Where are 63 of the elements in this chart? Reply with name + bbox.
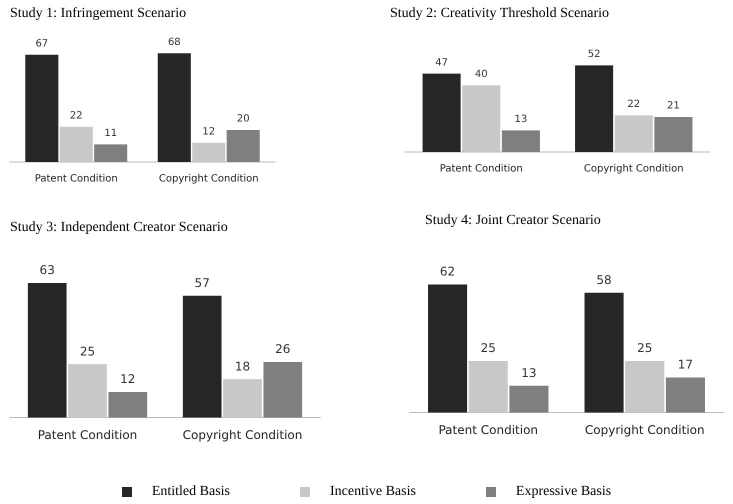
bar	[584, 292, 624, 413]
bar	[462, 85, 500, 152]
bar	[263, 362, 302, 418]
data-label: 13	[521, 366, 537, 380]
data-label: 20	[236, 114, 250, 125]
bar	[223, 379, 262, 418]
data-label: 22	[70, 110, 83, 122]
data-label: 21	[667, 100, 680, 112]
bar	[28, 282, 67, 418]
x-tick-label: Patent Condition	[440, 164, 523, 175]
bar	[226, 130, 260, 162]
bar	[428, 284, 468, 413]
data-label: 25	[637, 341, 652, 356]
bar	[108, 392, 148, 418]
data-label: 13	[514, 114, 528, 125]
data-label: 47	[435, 57, 448, 68]
data-label: 52	[588, 48, 600, 60]
data-label: 58	[596, 272, 612, 287]
bar	[614, 115, 653, 152]
legend-label: Incentive Basis	[330, 484, 416, 500]
bar	[468, 360, 508, 413]
bar	[575, 65, 614, 152]
bar	[509, 386, 548, 413]
data-label: 62	[440, 264, 456, 279]
data-label: 12	[120, 372, 136, 386]
x-tick-label: Patent Condition	[438, 422, 538, 437]
data-label: 25	[80, 344, 96, 358]
data-label: 68	[168, 36, 181, 48]
chart-title: Study 3: Independent Creator Scenario	[10, 220, 228, 236]
x-tick-label: Patent Condition	[34, 174, 118, 185]
data-label: 40	[474, 68, 488, 80]
x-tick-label: Patent Condition	[38, 428, 138, 442]
data-label: 18	[234, 359, 250, 374]
bar	[625, 360, 664, 413]
bar	[654, 117, 692, 152]
data-label: 25	[480, 341, 496, 356]
bar	[158, 53, 191, 162]
x-tick-label: Copyright Condition	[584, 164, 684, 175]
data-label: 11	[104, 128, 118, 139]
legend-label: Entitled Basis	[152, 484, 230, 500]
bar	[68, 364, 107, 418]
data-label: 17	[678, 358, 694, 372]
bar	[422, 74, 461, 152]
x-tick-label: Copyright Condition	[584, 422, 705, 437]
data-label: 26	[275, 342, 290, 356]
data-label: 67	[35, 38, 48, 50]
bar	[60, 126, 93, 162]
bar	[192, 142, 226, 162]
legend-label: Expressive Basis	[516, 484, 612, 500]
bar	[666, 377, 705, 413]
chart-title: Study 4: Joint Creator Scenario	[425, 213, 601, 229]
chart-title: Study 2: Creativity Threshold Scenario	[390, 6, 610, 22]
bar	[182, 296, 222, 418]
data-label: 63	[40, 263, 55, 278]
bar	[94, 144, 128, 162]
bar	[502, 130, 540, 152]
chart-title: Study 1: Infringement Scenario	[10, 6, 186, 22]
data-label: 22	[627, 98, 640, 110]
bar	[25, 54, 58, 162]
data-label: 12	[202, 126, 216, 138]
x-tick-label: Copyright Condition	[182, 428, 302, 442]
x-tick-label: Copyright Condition	[158, 174, 259, 185]
data-label: 57	[194, 276, 210, 290]
